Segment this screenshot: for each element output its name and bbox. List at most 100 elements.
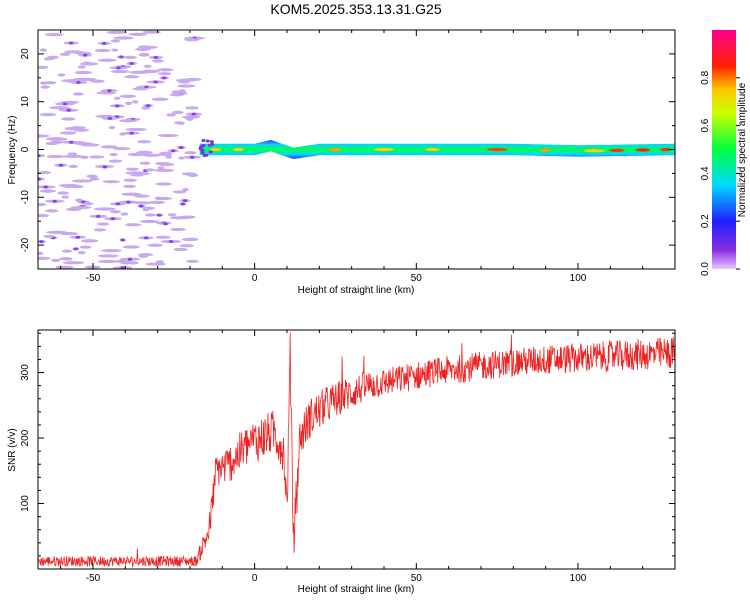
noise-speckle (55, 265, 74, 269)
colorbar-gradient (712, 30, 736, 269)
noise-speckle (152, 59, 164, 63)
noise-speckle (121, 192, 143, 196)
noise-speckle-core (73, 247, 79, 251)
noise-speckle (132, 87, 148, 91)
noise-speckle-core (129, 131, 134, 135)
noise-speckle (46, 154, 65, 159)
noise-speckle (39, 48, 48, 52)
noise-speckle (157, 133, 179, 138)
noise-speckle (127, 152, 146, 157)
signal-onset-speckle (200, 149, 205, 153)
noise-speckle (86, 174, 99, 178)
noise-speckle (109, 210, 121, 214)
noise-speckle (125, 127, 147, 132)
signal-band-core (373, 147, 394, 152)
noise-speckle (97, 58, 117, 62)
noise-speckle (144, 213, 156, 217)
noise-speckle (89, 155, 105, 159)
noise-speckle (142, 153, 161, 157)
noise-speckle (73, 128, 90, 132)
noise-speckle (145, 168, 155, 172)
signal-band (198, 138, 675, 160)
noise-speckle-core (161, 76, 167, 80)
noise-speckle (130, 173, 144, 177)
noise-speckle (59, 131, 77, 135)
noise-speckle-core (110, 217, 116, 221)
noise-speckle (38, 134, 50, 138)
noise-speckle (181, 237, 199, 242)
noise-speckle (169, 93, 185, 97)
noise-speckle (139, 161, 151, 165)
snr-x-axis-label: Height of straight line (km) (298, 584, 415, 595)
noise-speckle (59, 232, 79, 236)
noise-speckle (155, 182, 173, 186)
noise-speckle-core (115, 104, 120, 108)
noise-speckle (171, 90, 186, 94)
noise-speckle-core (163, 222, 168, 226)
noise-speckle-core (157, 213, 162, 217)
noise-speckle-core (116, 66, 121, 70)
noise-speckle (155, 235, 171, 239)
noise-speckle (123, 178, 137, 182)
noise-speckle (125, 167, 139, 171)
noise-speckle (174, 121, 184, 125)
signal-onset-speckle (201, 138, 206, 142)
noise-speckle (167, 213, 177, 217)
noise-speckle (38, 202, 47, 207)
noise-speckle (113, 36, 134, 40)
noise-speckle (172, 190, 187, 194)
noise-speckle (170, 227, 186, 232)
noise-speckle (132, 100, 139, 104)
noise-speckle (145, 262, 166, 266)
noise-speckle (138, 254, 149, 258)
noise-speckle (101, 248, 122, 253)
colorbar: 0.0 0.2 0.4 0.6 0.8 Normalized spectral ampl… (700, 30, 748, 276)
noise-speckle (57, 73, 66, 77)
noise-speckle-core (180, 202, 186, 206)
noise-speckle (175, 78, 197, 82)
noise-speckle (61, 249, 73, 253)
noise-speckle (39, 189, 56, 193)
noise-speckle-core (127, 257, 133, 261)
noise-speckle-core (182, 199, 188, 203)
signal-onset-speckle (205, 139, 210, 143)
noise-speckle-core (68, 41, 74, 45)
noise-speckle (93, 207, 116, 211)
noise-speckle (187, 173, 199, 178)
snr-y-ticks: 100 200 300 (20, 332, 675, 570)
noise-speckle-core (178, 146, 184, 149)
noise-speckle (59, 52, 71, 56)
noise-speckle (62, 261, 85, 265)
noise-speckle (128, 70, 150, 74)
noise-speckle (173, 247, 188, 252)
noise-speckle (186, 117, 194, 121)
noise-speckle (61, 195, 70, 199)
noise-speckle (119, 94, 137, 98)
signal-band-core (583, 149, 605, 153)
noise-speckle (185, 106, 199, 110)
noise-speckle (96, 222, 110, 226)
noise-speckle (75, 198, 83, 202)
snr-y-tick-label: 200 (20, 429, 31, 446)
noise-speckle (38, 251, 44, 255)
noise-speckle-core (102, 41, 107, 45)
noise-speckle (49, 106, 70, 110)
noise-speckle (67, 152, 78, 156)
noise-speckle-core (168, 240, 174, 243)
noise-speckle (124, 75, 140, 79)
spectrogram-y-ticks: -20 -10 0 10 20 (20, 29, 675, 270)
figure-title: KOM5.2025.353.13.31.G25 (270, 1, 441, 17)
spectrogram-y-tick-label: -10 (20, 190, 31, 205)
signal-band-core (329, 147, 342, 152)
snr-y-tick-label: 300 (20, 364, 31, 381)
noise-speckle (142, 30, 161, 34)
snr-y-tick-label: 100 (20, 495, 31, 512)
signal-band-core (660, 148, 671, 152)
noise-speckle (141, 106, 151, 110)
noise-speckle (77, 65, 86, 69)
snr-y-axis-label: SNR (v/v) (7, 428, 18, 471)
noise-speckle (74, 70, 93, 75)
noise-speckle (109, 152, 118, 157)
noise-speckle-core (107, 89, 112, 93)
noise-speckle (184, 151, 197, 155)
